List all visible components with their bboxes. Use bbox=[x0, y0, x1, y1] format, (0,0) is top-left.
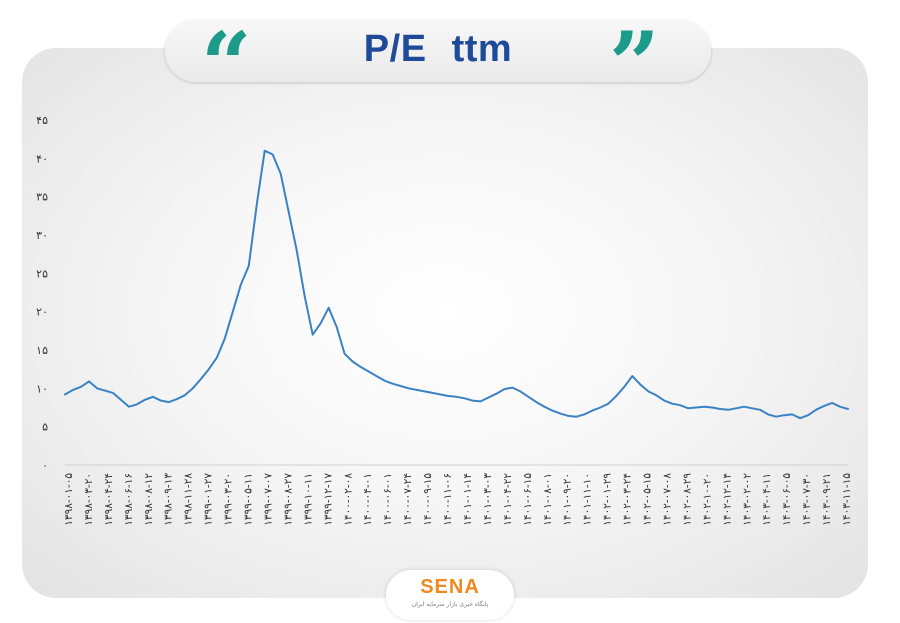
x-tick-label: ۱۳۹۹-۱۰-۱۱ bbox=[302, 473, 314, 526]
logo-subtitle: پایگاه خبری بازار سرمایه ایران bbox=[411, 601, 489, 608]
pe-series-line bbox=[64, 149, 849, 420]
x-tick-label: ۱۳۹۸-۰۹-۱۳ bbox=[163, 473, 175, 526]
x-tick-label: ۱۴۰۲-۰۷-۰۸ bbox=[661, 473, 673, 526]
y-tick-label: ۰ bbox=[42, 459, 48, 472]
x-tick-label: ۱۴۰۱-۱۱-۱۰ bbox=[582, 473, 594, 526]
y-tick-label: ۱۰ bbox=[36, 382, 48, 395]
y-tick-label: ۲۰ bbox=[36, 306, 48, 319]
chart-title: P/E ttm bbox=[363, 28, 513, 70]
x-tick-label: ۱۴۰۳-۰۴-۱۱ bbox=[761, 473, 773, 526]
x-tick-label: ۱۴۰۱-۰۳-۰۳ bbox=[482, 473, 494, 526]
x-tick-label: ۱۴۰۱-۰۱-۱۴ bbox=[462, 473, 474, 526]
x-tick-label: ۱۳۹۹-۰۳-۲۰ bbox=[223, 473, 235, 526]
y-tick-label: ۳۵ bbox=[36, 191, 48, 204]
logo-text: SENA bbox=[420, 576, 480, 598]
x-tick-label: ۱۳۹۸-۰۸-۱۲ bbox=[143, 473, 155, 526]
x-tick-label: ۱۳۹۹-۰۵-۱۱ bbox=[243, 473, 255, 526]
x-tick-label: ۱۴۰۱-۰۶-۱۵ bbox=[522, 473, 534, 526]
y-tick-label: ۴۵ bbox=[36, 114, 48, 127]
x-tick-label: ۱۳۹۸-۰۴-۲۴ bbox=[103, 473, 115, 526]
x-tick-label: ۱۴۰۳-۱۱-۱۵ bbox=[841, 473, 853, 526]
x-tick-label: ۱۴۰۰-۰۶-۰۱ bbox=[382, 473, 394, 526]
x-tick-label: ۱۴۰۱-۰۸-۰۱ bbox=[542, 473, 554, 526]
x-tick-label: ۱۳۹۸-۰۳-۲۰ bbox=[83, 473, 95, 526]
x-tick-label: ۱۴۰۲-۰۱-۲۹ bbox=[602, 473, 614, 526]
x-tick-label: ۱۴۰۰-۰۲-۰۸ bbox=[342, 473, 354, 526]
series-layer bbox=[64, 149, 849, 420]
x-tick-label: ۱۳۹۹-۰۱-۲۷ bbox=[203, 473, 215, 526]
x-tick-label: ۱۴۰۰-۰۴-۰۱ bbox=[362, 473, 374, 526]
x-tick-label: ۱۴۰۲-۱۲-۱۴ bbox=[721, 473, 733, 526]
x-axis: ۱۳۹۸-۰۱-۰۵ ۱۳۹۸-۰۳-۲۰ ۱۳۹۸-۰۴-۲۴ ۱۳۹۸-۰۶-۱۶… bbox=[63, 464, 853, 526]
x-tick-label: ۱۴۰۰-۱۱-۰۶ bbox=[442, 473, 454, 526]
x-tick-label: ۱۴۰۳-۰۷-۳۰ bbox=[801, 473, 813, 526]
y-tick-label: ۵ bbox=[42, 421, 48, 434]
x-tick-label: ۱۴۰۳-۰۹-۲۱ bbox=[821, 473, 833, 526]
x-tick-label: ۱۴۰۲-۰۸-۲۹ bbox=[681, 473, 693, 526]
y-axis: ۰ ۵ ۱۰ ۱۵ ۲۰ ۲۵ ۳۰ ۳۵ ۴۰ ۴۵ bbox=[36, 114, 48, 472]
x-tick-label: ۱۴۰۰-۰۹-۱۵ bbox=[422, 473, 434, 526]
x-tick-label: ۱۳۹۹-۰۸-۲۷ bbox=[282, 473, 294, 526]
x-tick-label: ۱۴۰۱-۰۹-۲۰ bbox=[562, 473, 574, 526]
x-tick-label: ۱۴۰۳-۰۲-۰۲ bbox=[741, 473, 753, 526]
x-tick-label: ۱۳۹۸-۰۶-۱۶ bbox=[123, 473, 135, 526]
x-tick-label: ۱۴۰۲-۰۵-۱۵ bbox=[642, 473, 654, 526]
y-tick-label: ۴۰ bbox=[36, 152, 48, 165]
open-quote-icon: “ bbox=[201, 12, 252, 116]
x-tick-label: ۱۴۰۱-۰۴-۲۲ bbox=[502, 473, 514, 526]
close-quote-icon: ” bbox=[609, 12, 660, 116]
x-tick-label: ۱۴۰۲-۱۰-۲۰ bbox=[701, 473, 713, 526]
x-tick-label: ۱۳۹۸-۰۱-۰۵ bbox=[63, 473, 75, 526]
x-tick-label: ۱۴۰۳-۰۶-۰۵ bbox=[781, 473, 793, 526]
y-tick-label: ۳۰ bbox=[36, 229, 48, 242]
y-tick-label: ۲۵ bbox=[36, 267, 48, 280]
title-banner: “ P/E ttm ” bbox=[165, 20, 711, 108]
x-tick-label: ۱۴۰۲-۰۳-۲۴ bbox=[622, 473, 634, 526]
x-tick-label: ۱۳۹۸-۱۱-۲۸ bbox=[183, 473, 195, 526]
x-tick-label: ۱۳۹۹-۱۲-۱۷ bbox=[322, 473, 334, 526]
sena-logo: SENA پایگاه خبری بازار سرمایه ایران bbox=[386, 570, 514, 620]
y-tick-label: ۱۵ bbox=[36, 344, 48, 357]
chart-card bbox=[22, 48, 868, 598]
x-tick-label: ۱۴۰۰-۰۷-۲۴ bbox=[402, 473, 414, 526]
x-tick-label: ۱۳۹۹-۰۷-۰۷ bbox=[262, 473, 274, 526]
